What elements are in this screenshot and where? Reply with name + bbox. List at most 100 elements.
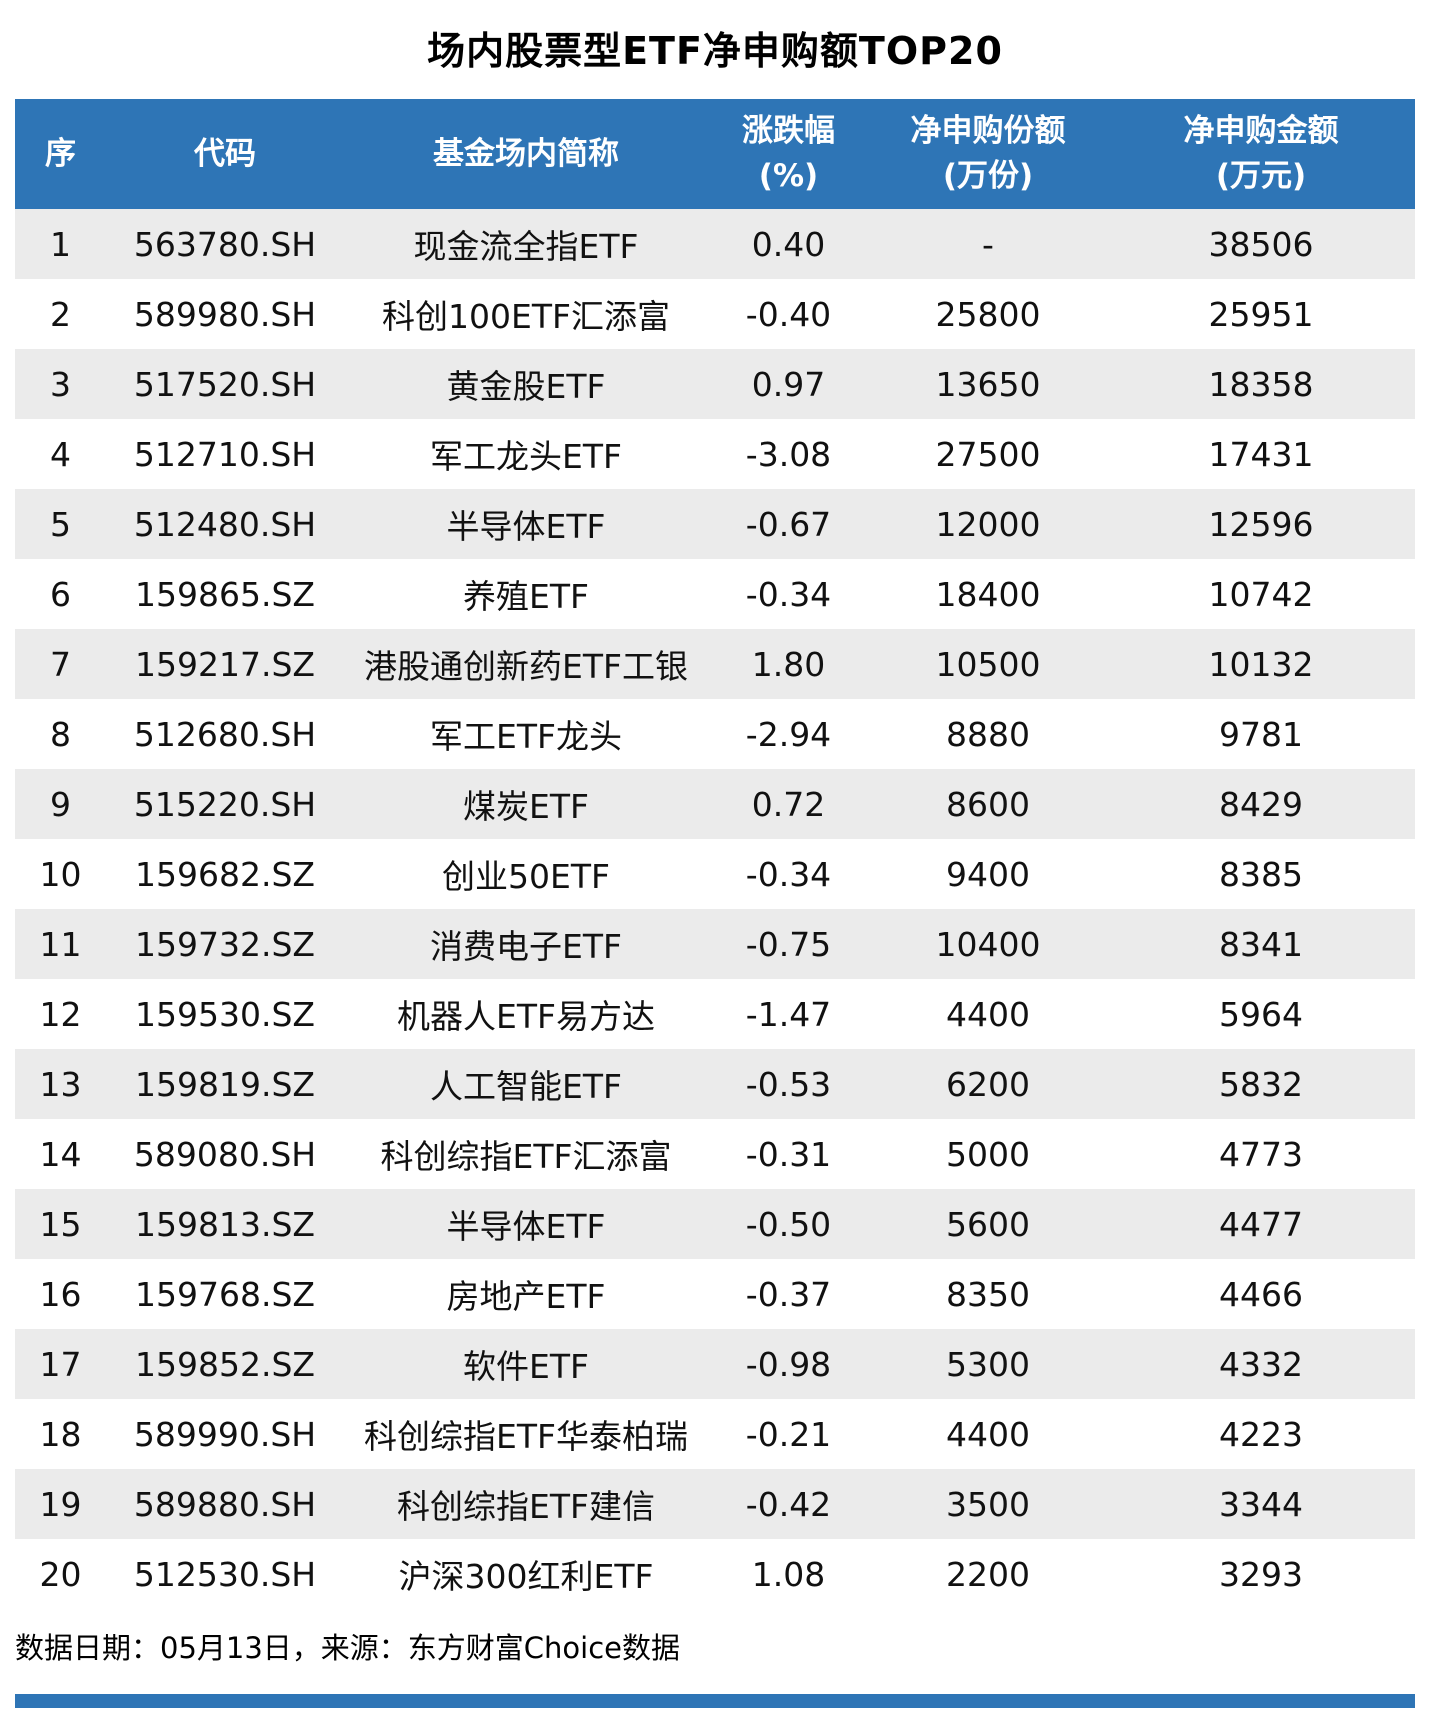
table-cell: 8600	[946, 784, 1030, 824]
table-cell: 512530.SH	[133, 1554, 317, 1594]
table-cell: 4223	[1219, 1414, 1303, 1454]
table-cell: -0.67	[745, 504, 832, 544]
table-cell: -0.50	[745, 1204, 832, 1244]
table-cell: 8880	[946, 714, 1030, 754]
table-row: 11 159732.SZ 消费电子ETF -0.75 10400 8341	[15, 909, 1415, 979]
table-cell: 养殖ETF	[463, 577, 589, 616]
table-cell: 18400	[935, 574, 1041, 614]
table-cell: -2.94	[745, 714, 832, 754]
table-cell: 4773	[1219, 1134, 1303, 1174]
column-header: 涨跌幅 (%)	[708, 99, 869, 209]
table-row: 6 159865.SZ 养殖ETF -0.34 18400 10742	[15, 559, 1415, 629]
table-cell: 科创综指ETF汇添富	[380, 1137, 672, 1176]
table-cell: 0.40	[751, 224, 826, 264]
table-cell: 1.80	[751, 644, 826, 684]
table-cell: 0.72	[751, 784, 826, 824]
table-row: 9 515220.SH 煤炭ETF 0.72 8600 8429	[15, 769, 1415, 839]
table-cell: 人工智能ETF	[430, 1067, 622, 1106]
table-cell: 159530.SZ	[134, 994, 316, 1034]
table-cell: -0.31	[745, 1134, 832, 1174]
table-cell: 159819.SZ	[134, 1064, 316, 1104]
table-cell: 3	[50, 364, 71, 404]
table-cell: 25800	[935, 294, 1041, 334]
table-cell: 18	[39, 1414, 82, 1454]
table-cell: 4	[50, 434, 71, 474]
column-header: 净申购金额 (万元)	[1107, 99, 1415, 209]
table-cell: 159732.SZ	[134, 924, 316, 964]
table-row: 4 512710.SH 军工龙头ETF -3.08 27500 17431	[15, 419, 1415, 489]
table-cell: 5964	[1219, 994, 1303, 1034]
table-cell: 沪深300红利ETF	[398, 1557, 654, 1596]
table-cell: 14	[39, 1134, 82, 1174]
table-cell: 2	[50, 294, 71, 334]
table-cell: 589880.SH	[133, 1484, 317, 1524]
table-cell: 159813.SZ	[134, 1204, 316, 1244]
table-cell: 消费电子ETF	[430, 927, 622, 966]
table-cell: 黄金股ETF	[446, 367, 606, 406]
table-cell: 8	[50, 714, 71, 754]
table-cell: 12000	[935, 504, 1041, 544]
table-cell: 半导体ETF	[446, 1207, 606, 1246]
column-header: 净申购份额 (万份)	[869, 99, 1107, 209]
table-cell: 4400	[946, 994, 1030, 1034]
table-cell: -0.40	[745, 294, 832, 334]
table-row: 1 563780.SH 现金流全指ETF 0.40 - 38506	[15, 209, 1415, 279]
table-body: 1 563780.SH 现金流全指ETF 0.40 - 38506 2 589980.SH 科创…	[15, 209, 1415, 1609]
table-cell: 18358	[1208, 364, 1314, 404]
table-cell: -0.34	[745, 854, 832, 894]
table-cell: 20	[39, 1554, 82, 1594]
table-row: 3 517520.SH 黄金股ETF 0.97 13650 18358	[15, 349, 1415, 419]
table-cell: -	[982, 224, 994, 264]
table-cell: -0.98	[745, 1344, 832, 1384]
table-cell: 机器人ETF易方达	[397, 997, 655, 1036]
table-cell: 0.97	[751, 364, 826, 404]
table-cell: 512710.SH	[133, 434, 317, 474]
table-cell: -0.37	[745, 1274, 832, 1314]
table-cell: 6200	[946, 1064, 1030, 1104]
table-cell: 军工ETF龙头	[430, 717, 622, 756]
table-cell: 军工龙头ETF	[430, 437, 622, 476]
table-row: 8 512680.SH 军工ETF龙头 -2.94 8880 9781	[15, 699, 1415, 769]
table-cell: 589980.SH	[133, 294, 317, 334]
table-cell: 589080.SH	[133, 1134, 317, 1174]
data-source-note: 数据日期：05月13日，来源：东方财富Choice数据	[15, 1631, 681, 1665]
table-header: 序代码 基金场内简称 涨跌幅 (%) 净申购份额 (万份) 净申购金额 (万元)	[15, 99, 1415, 209]
table-cell: 563780.SH	[133, 224, 317, 264]
table-cell: 4466	[1219, 1274, 1303, 1314]
column-header: 基金场内简称	[344, 99, 708, 209]
table-cell: 512680.SH	[133, 714, 317, 754]
table-cell: 7	[50, 644, 71, 684]
table-cell: 10742	[1208, 574, 1314, 614]
table-cell: 12596	[1208, 504, 1314, 544]
table-cell: 512480.SH	[133, 504, 317, 544]
table-cell: 515220.SH	[133, 784, 317, 824]
column-header: 代码	[106, 99, 344, 209]
table-cell: 13	[39, 1064, 82, 1104]
table-cell: -0.75	[745, 924, 832, 964]
table-cell: 5600	[946, 1204, 1030, 1244]
table-cell: 8350	[946, 1274, 1030, 1314]
table-cell: 煤炭ETF	[463, 787, 589, 826]
table-cell: 517520.SH	[133, 364, 317, 404]
table-cell: 11	[39, 924, 82, 964]
table-cell: 17431	[1208, 434, 1314, 474]
table-cell: 10	[39, 854, 82, 894]
table-cell: 创业50ETF	[442, 857, 610, 896]
table-cell: -1.47	[745, 994, 832, 1034]
table-cell: 10400	[935, 924, 1041, 964]
table-row: 10 159682.SZ 创业50ETF -0.34 9400 8385	[15, 839, 1415, 909]
table-cell: 3500	[946, 1484, 1030, 1524]
table-cell: -0.53	[745, 1064, 832, 1104]
header-row: 序代码 基金场内简称 涨跌幅 (%) 净申购份额 (万份) 净申购金额 (万元)	[15, 99, 1415, 209]
table-cell: 4400	[946, 1414, 1030, 1454]
table-cell: 5300	[946, 1344, 1030, 1384]
table-cell: 5832	[1219, 1064, 1303, 1104]
table-row: 17 159852.SZ 软件ETF -0.98 5300 4332	[15, 1329, 1415, 1399]
table-cell: 27500	[935, 434, 1041, 474]
table-cell: 8385	[1219, 854, 1303, 894]
table-cell: 现金流全指ETF	[413, 227, 639, 266]
table-cell: 25951	[1208, 294, 1314, 334]
table-cell: 10500	[935, 644, 1041, 684]
table-cell: 3344	[1219, 1484, 1303, 1524]
